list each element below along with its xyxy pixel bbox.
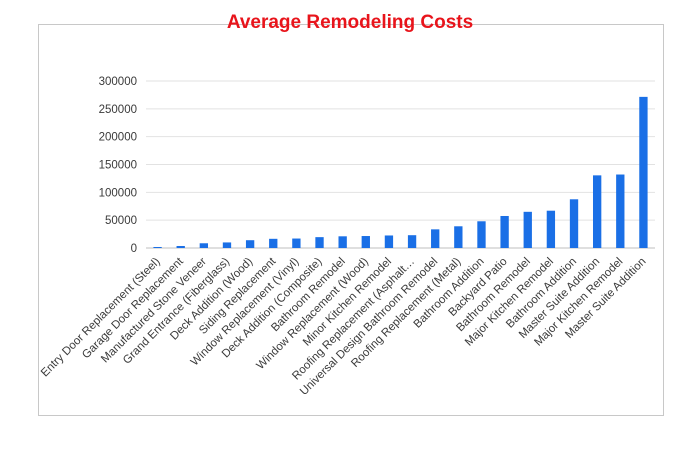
gridlines <box>146 80 655 249</box>
bar <box>639 96 648 249</box>
y-tick-label: 50000 <box>105 215 137 227</box>
bar <box>292 238 301 248</box>
y-tick-label: 100000 <box>99 187 137 199</box>
bar <box>222 242 232 248</box>
y-tick-label: 200000 <box>99 132 137 144</box>
y-tick-label: 300000 <box>99 76 137 88</box>
bar <box>176 245 185 248</box>
y-tick-label: 150000 <box>99 160 137 172</box>
bars <box>153 96 648 249</box>
bar <box>523 211 532 248</box>
bar <box>407 235 417 248</box>
y-axis-ticks: 0 50000 100000 150000 200000 250000 300000 <box>99 76 137 255</box>
bar <box>361 236 370 248</box>
bar <box>592 175 602 248</box>
y-tick-label: 0 <box>131 243 137 255</box>
x-axis-labels: Entry Door Replacement (Steel)Garage Doo… <box>39 255 649 398</box>
bar <box>454 226 463 248</box>
bar <box>199 243 209 248</box>
bar <box>477 221 486 248</box>
bar <box>153 246 162 248</box>
bar <box>338 236 347 248</box>
bar <box>546 210 556 248</box>
bar <box>431 229 440 248</box>
bar <box>569 199 579 248</box>
bar <box>245 240 255 248</box>
bar <box>269 238 278 248</box>
chart-title: Average Remodeling Costs <box>226 12 474 33</box>
y-tick-label: 250000 <box>99 104 137 116</box>
bar <box>384 235 394 248</box>
bar <box>315 237 324 248</box>
bar <box>616 174 625 248</box>
bar <box>500 215 509 248</box>
